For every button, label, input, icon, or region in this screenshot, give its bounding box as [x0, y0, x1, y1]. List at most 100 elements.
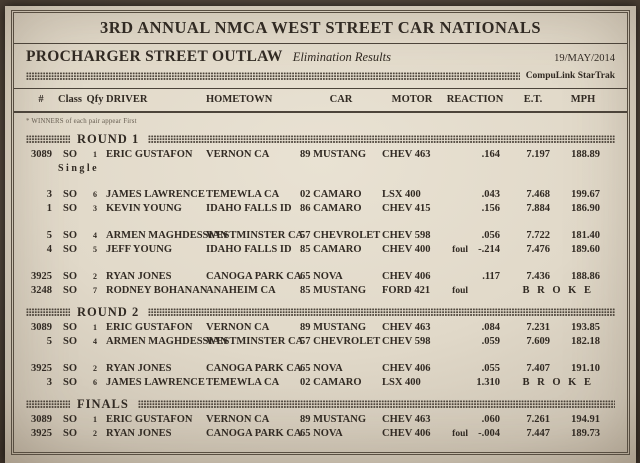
cell-qfy: 1: [93, 415, 97, 424]
cell-car: 85 MUSTANG: [300, 285, 367, 296]
winners-note: * WINNERS of each pair appear First: [26, 118, 137, 125]
pair-gap: [26, 216, 615, 229]
cell-hometown: CANOGA PARK CA: [206, 271, 302, 282]
cell-reaction: .117: [482, 271, 500, 282]
result-row: 3925 SO 2 RYAN JONES CANOGA PARK CA 65 NOVA CH…: [26, 270, 615, 284]
cell-driver: KEVIN YOUNG: [106, 203, 182, 214]
cell-number: 3089: [31, 414, 52, 425]
cell-car: 65 NOVA: [300, 428, 343, 439]
cell-number: 3089: [31, 149, 52, 160]
cell-motor: CHEV 406: [382, 271, 431, 282]
cell-qfy: 5: [93, 245, 97, 254]
cell-result-broke: B R O K E: [522, 377, 594, 388]
cell-car: 57 CHEVROLET: [300, 230, 381, 241]
horizontal-rule: [14, 88, 627, 89]
column-header-row: # Class Qfy DRIVER HOMETOWN CAR MOTOR RE…: [26, 93, 615, 107]
cell-motor: CHEV 463: [382, 149, 431, 160]
cell-mph: 188.89: [571, 149, 600, 160]
result-row: 3925 SO 2 RYAN JONES CANOGA PARK CA 65 NOVA CH…: [26, 427, 615, 441]
timing-system-label: CompuLink StarTrak: [525, 71, 615, 81]
cell-et: 7.436: [526, 271, 550, 282]
cell-hometown: VERNON CA: [206, 322, 270, 333]
result-row: 3925 SO 2 RYAN JONES CANOGA PARK CA 65 NOVA CH…: [26, 362, 615, 376]
cell-number: 5: [46, 230, 52, 241]
dotted-rule: [137, 400, 615, 408]
column-header-car: CAR: [329, 94, 353, 105]
cell-driver: RYAN JONES: [106, 428, 172, 439]
pair-gap: [26, 349, 615, 362]
cell-reaction: 1.310: [476, 377, 500, 388]
result-row: 3089 SO 1 ERIC GUSTAFON VERNON CA 89 MUSTANG C…: [26, 321, 615, 335]
cell-driver: JAMES LAWRENCE: [106, 377, 205, 388]
cell-mph: 193.85: [571, 322, 600, 333]
round-header: FINALS: [26, 397, 615, 411]
cell-et: 7.447: [526, 428, 550, 439]
result-row: 3089 SO 1 ERIC GUSTAFON VERNON CA 89 MUSTANG C…: [26, 148, 615, 162]
cell-mph: 188.86: [571, 271, 600, 282]
cell-driver: ERIC GUSTAFON: [106, 414, 193, 425]
cell-foul: [442, 188, 468, 202]
cell-class: SO: [62, 377, 77, 388]
cell-number: 3925: [31, 363, 52, 374]
cell-hometown: ANAHEIM CA: [206, 285, 276, 296]
round-header: ROUND 2: [26, 305, 615, 319]
cell-foul: [442, 202, 468, 216]
cell-reaction: .059: [481, 336, 500, 347]
paper-sheet: 3RD ANNUAL NMCA WEST STREET CAR NATIONAL…: [5, 6, 636, 463]
cell-class: SO: [62, 230, 77, 241]
cell-reaction: .164: [481, 149, 500, 160]
cell-qfy: 1: [93, 150, 97, 159]
cell-motor: CHEV 598: [382, 336, 431, 347]
cell-qfy: 2: [93, 364, 97, 373]
result-row: 3 SO 6 JAMES LAWRENCE TEMEWLA CA 02 CAMARO LSX…: [26, 188, 615, 202]
separator-band: CompuLink StarTrak: [26, 71, 615, 81]
cell-reaction: .055: [481, 363, 500, 374]
column-header-hometown: HOMETOWN: [206, 94, 273, 105]
cell-et: 7.609: [526, 336, 550, 347]
cell-car: 02 CAMARO: [300, 189, 362, 200]
cell-foul: [442, 270, 468, 284]
cell-et: 7.231: [526, 322, 550, 333]
cell-et: 7.197: [526, 149, 550, 160]
cell-hometown: VERNON CA: [206, 414, 270, 425]
cell-qfy: 4: [93, 337, 97, 346]
round-label: ROUND 1: [77, 131, 140, 146]
cell-motor: LSX 400: [382, 189, 421, 200]
cell-motor: LSX 400: [382, 377, 421, 388]
cell-qfy: 3: [93, 204, 97, 213]
cell-class: SO: [62, 322, 77, 333]
cell-et: 7.407: [526, 363, 550, 374]
cell-qfy: 1: [93, 323, 97, 332]
cell-motor: CHEV 415: [382, 203, 431, 214]
cell-mph: 191.10: [571, 363, 600, 374]
cell-motor: CHEV 463: [382, 322, 431, 333]
results-type-label: Elimination Results: [292, 50, 391, 64]
cell-qfy: 6: [93, 190, 97, 199]
cell-number: 3089: [31, 322, 52, 333]
cell-reaction: -.004: [478, 428, 500, 439]
cell-mph: 181.40: [571, 230, 600, 241]
cell-result-broke: B R O K E: [522, 285, 594, 296]
cell-number: 3: [46, 189, 52, 200]
cell-driver: RYAN JONES: [106, 363, 172, 374]
cell-number: 1: [46, 203, 52, 214]
cell-car: 89 MUSTANG: [300, 414, 367, 425]
single-run-note: Single: [58, 163, 100, 174]
cell-driver: ERIC GUSTAFON: [106, 322, 193, 333]
cell-class: SO: [62, 336, 77, 347]
cell-qfy: 6: [93, 378, 97, 387]
cell-number: 5: [46, 336, 52, 347]
cell-hometown: VERNON CA: [206, 149, 270, 160]
cell-foul: [442, 229, 468, 243]
cell-hometown: IDAHO FALLS ID: [206, 244, 292, 255]
cell-car: 65 NOVA: [300, 363, 343, 374]
cell-reaction: .156: [481, 203, 500, 214]
page-title: 3RD ANNUAL NMCA WEST STREET CAR NATIONAL…: [14, 15, 627, 44]
cell-hometown: TEMEWLA CA: [206, 189, 280, 200]
cell-car: 65 NOVA: [300, 271, 343, 282]
cell-foul: [442, 335, 468, 349]
cell-et: 7.722: [526, 230, 550, 241]
cell-mph: 186.90: [571, 203, 600, 214]
result-row: 5 SO 4 ARMEN MAGHDESSIAN WESTMINSTER CA 57 CH…: [26, 335, 615, 349]
